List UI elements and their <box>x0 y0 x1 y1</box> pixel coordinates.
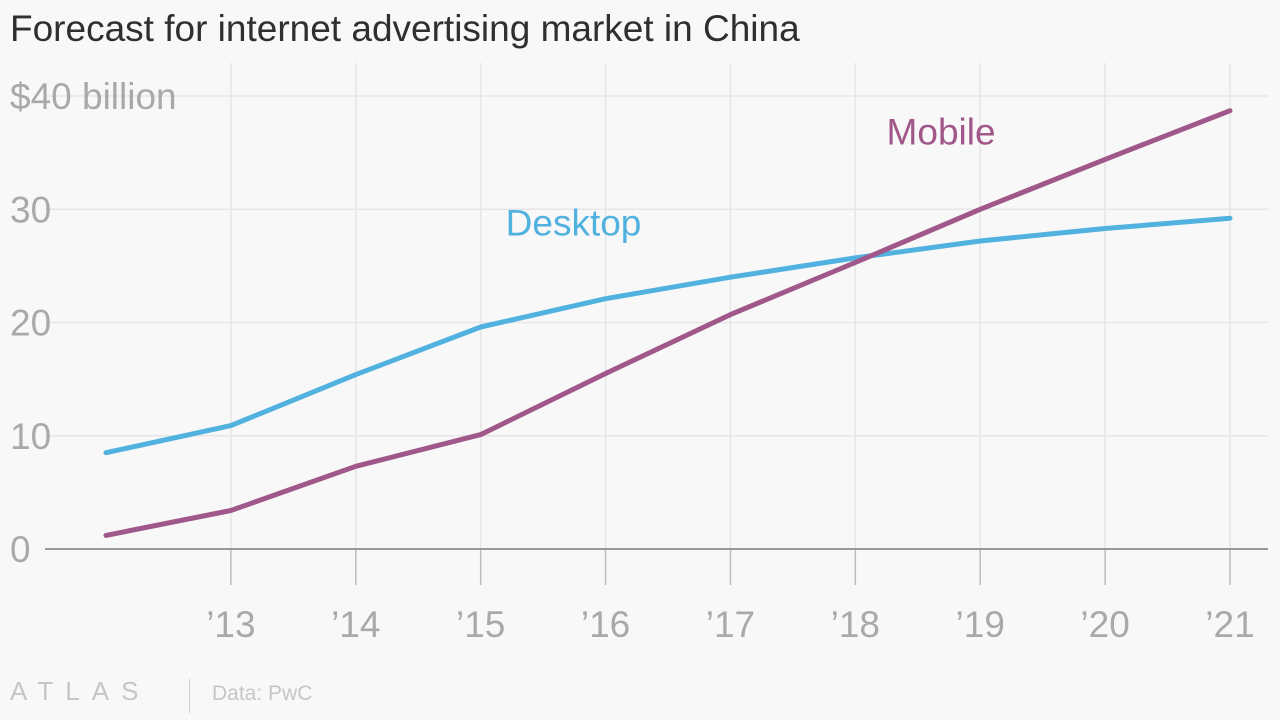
y-axis-ticks: 0 10 20 30 $40 billion <box>10 76 177 570</box>
footer-divider <box>189 679 190 713</box>
series-line-mobile <box>103 108 1233 538</box>
series-line-desktop <box>103 215 1233 456</box>
x-tick-label: ’15 <box>456 604 505 645</box>
series-labels: Desktop Mobile <box>506 112 996 244</box>
atlas-logo: ATLAS <box>10 676 151 706</box>
x-axis-ticks: ’13 ’14 ’15 ’16 ’17 ’18 ’19 ’20 ’21 <box>206 604 1255 645</box>
x-tick-label: ’14 <box>331 604 380 645</box>
gridlines <box>45 63 1268 549</box>
y-tick-label: 30 <box>10 189 51 230</box>
y-tick-label: 20 <box>10 303 51 344</box>
footer: ATLAS Data: PwC <box>0 676 600 716</box>
x-tick-label: ’20 <box>1080 604 1129 645</box>
y-tick-label: 10 <box>10 416 51 457</box>
x-tick-label: ’13 <box>206 604 255 645</box>
line-chart: 0 10 20 30 $40 billion ’13 ’14 ’15 ’16 ’17 ’18 ’19… <box>10 63 1268 645</box>
baseline-layer <box>45 548 1268 585</box>
y-tick-label: $40 billion <box>10 76 177 117</box>
x-tick-label: ’19 <box>956 604 1005 645</box>
series-label-desktop: Desktop <box>506 202 642 243</box>
chart-title: Forecast for internet advertising market… <box>10 8 800 49</box>
x-tick-label: ’21 <box>1205 604 1254 645</box>
source-note: Data: PwC <box>212 682 313 705</box>
x-tick-label: ’17 <box>706 604 755 645</box>
x-tick-label: ’18 <box>831 604 880 645</box>
series-label-mobile: Mobile <box>887 112 996 153</box>
x-tick-label: ’16 <box>581 604 630 645</box>
series-layer <box>103 108 1233 538</box>
y-tick-label: 0 <box>10 529 31 570</box>
